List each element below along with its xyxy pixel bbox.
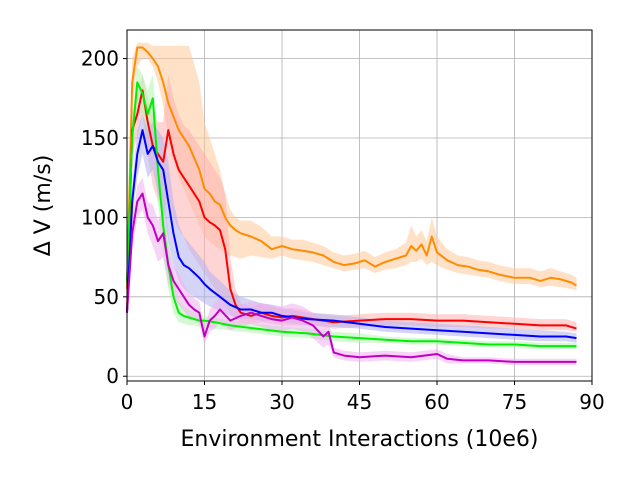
- x-tick-label-3: 45: [347, 390, 372, 414]
- y-tick-label-3: 150: [81, 126, 119, 150]
- x-tick-label-2: 30: [269, 390, 294, 414]
- y-ticks: 0 50 100 150 200: [81, 47, 127, 388]
- x-ticks: 0 15 30 45 60 75 90: [121, 381, 605, 414]
- series-1-line: [126, 89, 577, 330]
- series-3-line: [126, 129, 577, 340]
- x-tick-label-5: 75: [502, 390, 527, 414]
- x-tick-label-4: 60: [424, 390, 449, 414]
- x-axis-label: Environment Interactions (10e6): [181, 427, 539, 452]
- series-0-line: [126, 46, 578, 289]
- series-4-band: [127, 177, 577, 366]
- line-layer: [126, 46, 578, 363]
- x-tick-label-0: 0: [121, 390, 134, 414]
- y-tick-label-2: 100: [81, 205, 119, 229]
- series-4-line: [126, 192, 577, 363]
- x-tick-label-6: 90: [579, 390, 604, 414]
- y-tick-label-1: 50: [94, 285, 119, 309]
- y-tick-label-4: 200: [81, 47, 119, 71]
- band-layer: [127, 42, 577, 366]
- y-tick-label-0: 0: [106, 364, 119, 388]
- series-0-band: [127, 42, 577, 291]
- x-tick-label-1: 15: [192, 390, 217, 414]
- y-axis-label: Δ V (m/s): [31, 155, 56, 257]
